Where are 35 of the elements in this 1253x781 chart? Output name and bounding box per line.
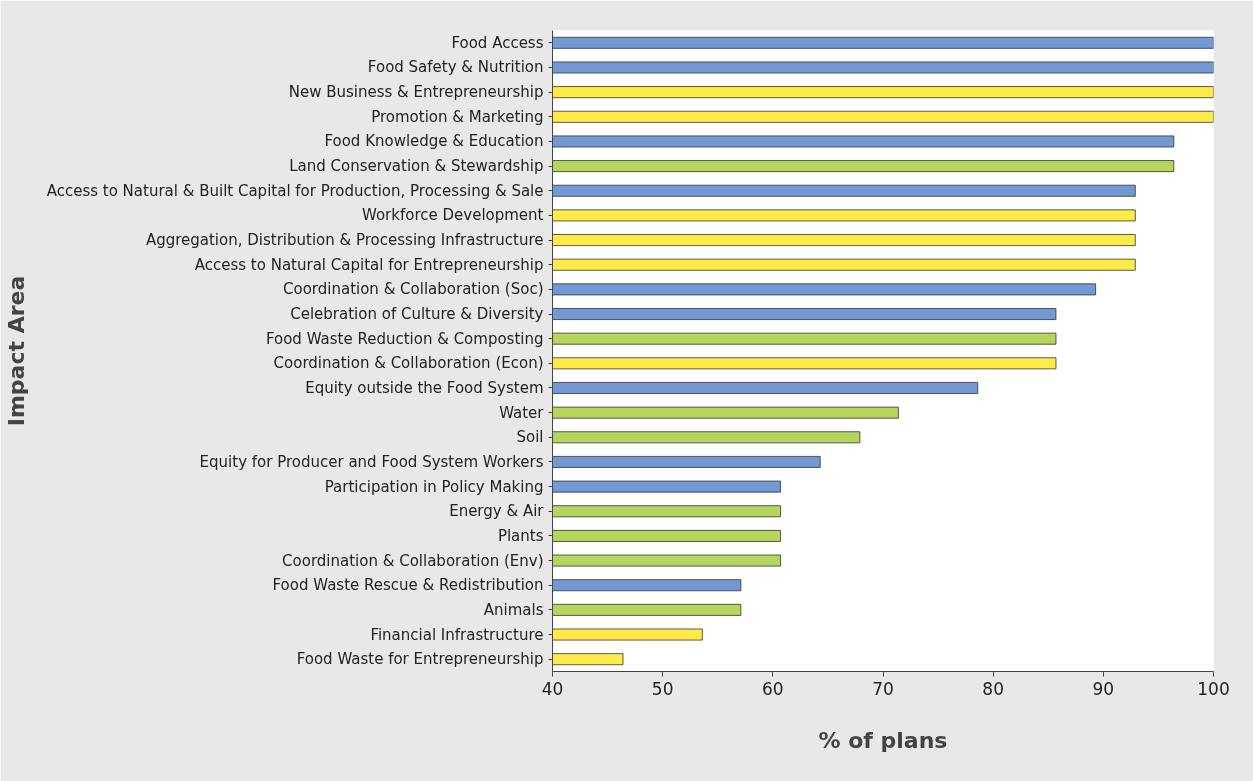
y-tick-label: New Business & Entrepreneurship	[288, 83, 544, 102]
y-tick-label: Food Waste for Entrepreneurship	[296, 650, 544, 669]
y-tick-label: Energy & Air	[449, 502, 545, 521]
y-tick-label: Land Conservation & Stewardship	[289, 157, 544, 176]
y-tick-label: Equity for Producer and Food System Workers	[199, 452, 544, 471]
y-tick-label: Food Waste Reduction & Composting	[265, 329, 544, 348]
y-tick-label: Water	[499, 403, 545, 422]
x-tick-label: 50	[651, 678, 674, 699]
y-axis-title: Impact Area	[3, 275, 29, 427]
y-tick-label: Celebration of Culture & Diversity	[290, 305, 544, 324]
y-tick-label: Aggregation, Distribution & Processing Infrastructure	[145, 231, 544, 250]
x-tick-label: 90	[1092, 678, 1115, 699]
y-tick-label: Access to Natural & Built Capital for Production, Processing & Sale	[46, 181, 544, 200]
y-tick-label: Plants	[497, 526, 544, 545]
x-tick-label: 70	[872, 678, 894, 699]
x-axis-title: % of plans	[818, 727, 948, 753]
y-tick-label: Food Knowledge & Education	[324, 132, 544, 151]
y-tick-label: Coordination & Collaboration (Env)	[282, 551, 544, 570]
y-tick-label: Food Safety & Nutrition	[367, 58, 544, 77]
y-tick-label: Coordination & Collaboration (Soc)	[283, 280, 544, 299]
x-tick-label: 100	[1197, 678, 1230, 699]
y-tick-label: Participation in Policy Making	[324, 477, 544, 496]
y-tick-label: Soil	[516, 428, 544, 447]
x-tick-label: 60	[762, 678, 784, 699]
y-tick-label: Promotion & Marketing	[371, 107, 544, 126]
y-tick-label: Food Access	[451, 33, 544, 52]
y-tick-label: Access to Natural Capital for Entrepreneurship	[194, 255, 544, 274]
y-tick-label: Equity outside the Food System	[305, 378, 544, 397]
y-tick-label: Workforce Development	[362, 206, 544, 225]
x-tick-label: 40	[541, 678, 564, 699]
x-tick-label: 80	[982, 678, 1004, 699]
y-tick-label: Food Waste Rescue & Redistribution	[272, 576, 544, 595]
y-tick-label: Coordination & Collaboration (Econ)	[273, 354, 544, 373]
y-tick-label: Financial Infrastructure	[370, 625, 544, 644]
y-tick-label: Animals	[483, 600, 544, 619]
